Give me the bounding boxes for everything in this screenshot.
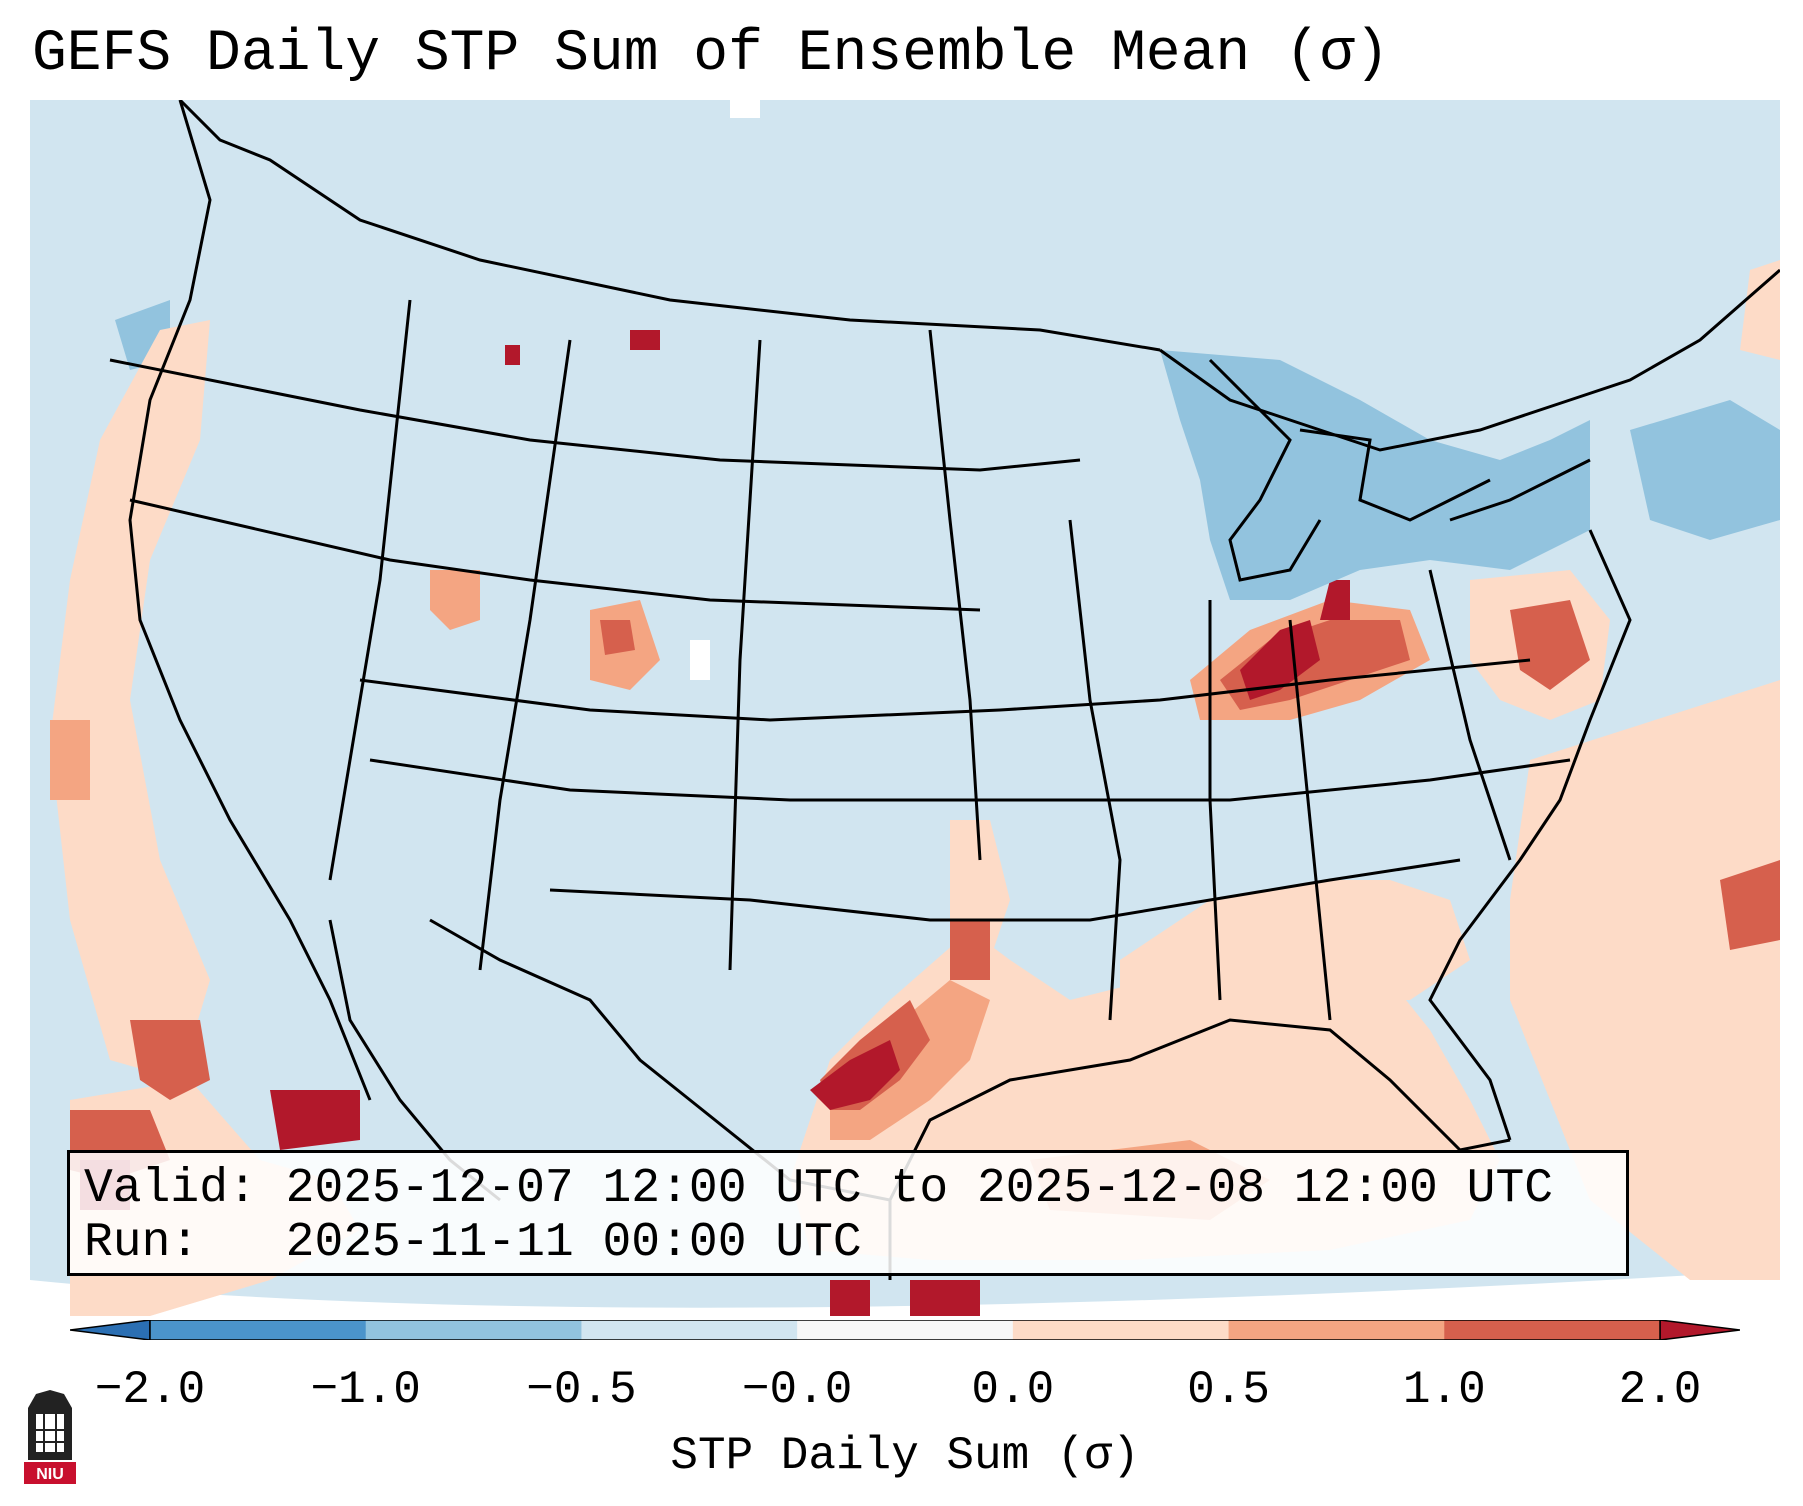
logo-window: [36, 1414, 64, 1452]
colorado-near-zero-cells: [690, 640, 710, 680]
pacific-strong-cell: [130, 1020, 210, 1100]
valid-time-row: Valid: 2025-12-07 12:00 UTC to 2025-12-0…: [84, 1165, 1553, 1213]
atlantic-coastline: [1428, 529, 1632, 1141]
state-line-row-4: [369, 758, 1571, 802]
lake-huron-shore: [1299, 428, 1491, 522]
southeast-positive-area: [1120, 880, 1470, 1020]
logo-text: NIU: [36, 1466, 64, 1483]
oklahoma-strong-strip: [950, 920, 990, 980]
run-value: 2025-11-11 00:00 UTC: [285, 1216, 862, 1270]
colorado-strong-cell: [600, 620, 635, 655]
colorbar-tick-label: 0.5: [1187, 1364, 1270, 1416]
run-time-row: Run: 2025-11-11 00:00 UTC: [84, 1219, 862, 1267]
chart-title: GEFS Daily STP Sum of Ensemble Mean (σ): [32, 22, 1390, 87]
colorbar-segment: [1012, 1320, 1230, 1340]
state-line-col-5: [1068, 519, 1122, 1021]
colorbar-tick-label: −0.0: [741, 1364, 853, 1416]
logo-banner: [24, 1462, 76, 1484]
state-line-col-2: [478, 339, 572, 971]
canada-near-zero-cell: [730, 100, 760, 118]
south-max-cell-2: [910, 1280, 980, 1316]
colorbar-segment: [1228, 1320, 1445, 1340]
colorbar-segment: [797, 1320, 1014, 1340]
state-line-row-1: [109, 358, 1081, 472]
texas-max-area: [810, 1040, 900, 1110]
west-coast-moderate-cell: [50, 720, 90, 800]
northeast-border: [1159, 268, 1780, 452]
atlantic-strong-cell: [1720, 860, 1780, 950]
state-line-col-3: [728, 339, 762, 971]
valid-label: Valid:: [84, 1162, 257, 1216]
colorbar-extend-min: [70, 1320, 151, 1340]
colorbar-tick-label: 2.0: [1618, 1364, 1702, 1416]
state-line-row-3: [359, 658, 1531, 722]
niu-logo: NIU: [24, 1390, 76, 1484]
state-and-country-borders: [109, 100, 1780, 1280]
colorbar-tick-label: 0.0: [971, 1364, 1055, 1416]
state-line-col-4: [928, 329, 982, 861]
colorbar-extend-max: [1659, 1320, 1740, 1340]
new-england-negative-area: [1630, 400, 1780, 540]
atlantic-positive-area: [1510, 680, 1780, 1280]
colorbar-tick-label: −2.0: [94, 1364, 206, 1416]
logo-window-frame: [36, 1414, 64, 1452]
valid-value: 2025-12-07 12:00 UTC to 2025-12-08 12:00…: [285, 1162, 1554, 1216]
state-line-row-2: [129, 498, 981, 612]
state-line-row-5: [549, 858, 1461, 922]
utah-moderate-cluster: [430, 570, 480, 630]
lake-michigan-shore: [1208, 358, 1322, 582]
valid-run-info-box: Valid: 2025-12-07 12:00 UTC to 2025-12-0…: [67, 1150, 1629, 1276]
colorbar-tick-label: 1.0: [1402, 1364, 1486, 1416]
colorbar-segment: [581, 1320, 798, 1340]
idaho-max-cell: [505, 345, 520, 365]
colorbar-segment: [1444, 1320, 1661, 1340]
mid-atlantic-strong-area: [1510, 600, 1590, 690]
canada-positive-strip: [1740, 260, 1780, 360]
colorbar-tick-label: −0.5: [526, 1364, 637, 1416]
lake-erie-ontario-shore: [1449, 458, 1591, 522]
run-label: Run:: [84, 1216, 200, 1270]
south-max-cell: [830, 1280, 870, 1316]
state-line-col-6: [1208, 600, 1222, 1001]
colorbar-tick-label: −1.0: [310, 1364, 421, 1416]
us-canada-border: [178, 100, 1161, 352]
colorbar-segment: [365, 1320, 582, 1340]
colorbar: [70, 1320, 1740, 1340]
stp-anomaly-map: [30, 100, 1780, 1316]
state-line-col-7: [1288, 619, 1332, 1021]
colorbar-label: STP Daily Sum (σ): [670, 1430, 1140, 1482]
state-line-col-8: [1428, 569, 1512, 861]
pacific-max-cell: [270, 1090, 360, 1150]
ohio-max-area: [1240, 620, 1320, 700]
pacific-coastline: [128, 100, 372, 1101]
state-line-col-1: [328, 299, 412, 881]
map-projection-edge: [30, 1270, 1780, 1316]
colorbar-segment: [150, 1320, 367, 1340]
montana-max-cell: [630, 330, 660, 350]
ohio-max-area-2: [1280, 580, 1350, 620]
